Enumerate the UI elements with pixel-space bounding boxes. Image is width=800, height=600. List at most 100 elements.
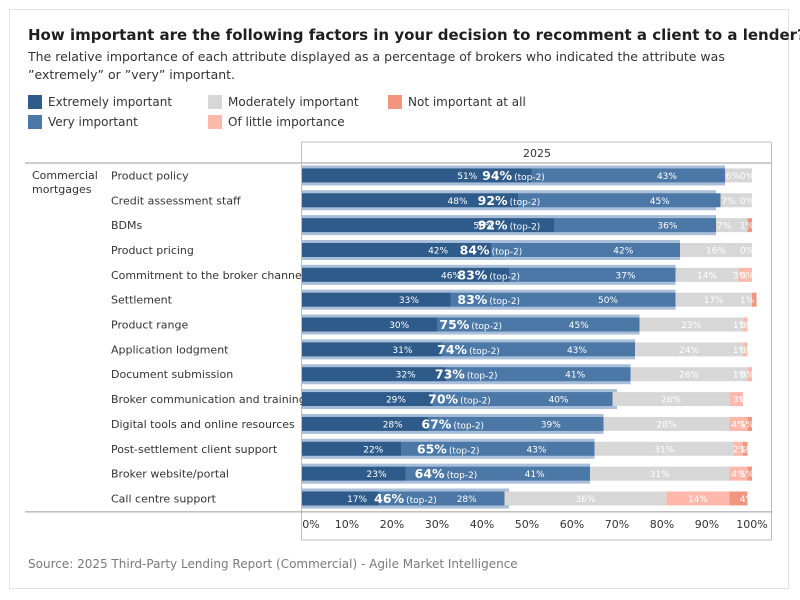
bar-segment-2 <box>378 491 505 506</box>
bar-segment-2 <box>428 416 604 431</box>
segment-label: 0% <box>740 172 755 182</box>
bar-segment-5 <box>747 218 752 233</box>
bar-segment-1 <box>302 267 509 282</box>
segment-label: 1% <box>740 445 755 455</box>
top2-label: 74% (top-2) <box>437 342 500 357</box>
category-label: Post-settlement client support <box>111 443 278 456</box>
top2-suffix: (top-2) <box>514 173 545 183</box>
segment-label: 56% <box>473 222 493 232</box>
segment-label: 24% <box>679 346 699 356</box>
segment-label: 17% <box>704 296 724 306</box>
legend-label-extremely: Extremely important <box>48 95 173 109</box>
bar-segment-2 <box>437 317 640 332</box>
bar-segment-3 <box>630 367 748 382</box>
segment-label: 41% <box>525 470 545 480</box>
segment-label: 17% <box>347 495 367 505</box>
segment-label: 33% <box>399 296 419 306</box>
category-label: Broker communication and training <box>111 393 306 406</box>
segment-label: 29% <box>386 396 406 406</box>
bar-segment-1 <box>302 342 442 357</box>
top2-suffix: (top-2) <box>489 272 520 282</box>
segment-label: 37% <box>616 271 636 281</box>
bar-segment-2 <box>491 242 680 257</box>
chart-frame <box>9 9 789 589</box>
segment-label: 23% <box>367 470 387 480</box>
bar-segment-4 <box>734 441 743 456</box>
bar-segment-3 <box>603 416 730 431</box>
bar-segment-1 <box>302 491 379 506</box>
category-label: Broker website/portal <box>111 468 229 481</box>
bar-segment-5 <box>747 416 752 431</box>
top2-suffix: (top-2) <box>469 347 500 357</box>
bar-segment-2 <box>554 218 716 233</box>
segment-label: 0% <box>740 246 755 256</box>
legend-label-moderately: Moderately important <box>228 95 359 109</box>
bar-segment-2 <box>446 367 631 382</box>
x-tick-label: 20% <box>380 518 404 531</box>
legend-swatch-little <box>208 115 222 129</box>
top2-suffix: (top-2) <box>467 372 498 382</box>
top2-value: 70% <box>428 392 458 407</box>
segment-label: 26% <box>679 371 699 381</box>
segment-label: 23% <box>681 321 701 331</box>
category-label: Settlement <box>111 294 173 307</box>
top2-value: 64% <box>415 466 445 481</box>
top2-value: 94% <box>482 168 512 183</box>
top2-value: 67% <box>421 416 451 431</box>
bar-segment-3 <box>635 342 743 357</box>
segment-label: 6% <box>726 172 741 182</box>
bar-segment-2 <box>405 466 590 481</box>
category-label: Document submission <box>111 368 233 381</box>
segment-label: 1% <box>733 346 748 356</box>
segment-label: 45% <box>650 197 670 207</box>
top2-suffix: (top-2) <box>460 397 491 407</box>
segment-label: 16% <box>706 246 726 256</box>
segment-label: 50% <box>598 296 618 306</box>
bar-segment-1 <box>302 242 491 257</box>
bar-segment-4 <box>738 267 752 282</box>
x-tick-label: 10% <box>335 518 359 531</box>
segment-label: 31% <box>392 346 412 356</box>
category-label: Credit assessment staff <box>111 194 241 207</box>
category-label: Commitment to the broker channel <box>111 269 305 282</box>
x-tick-label: 80% <box>650 518 674 531</box>
top2-value: 73% <box>435 367 465 382</box>
bar-segment-2 <box>531 168 725 183</box>
top2-suffix: (top-2) <box>510 198 541 208</box>
segment-label: 36% <box>657 222 677 232</box>
segment-label: 7% <box>721 197 736 207</box>
legend-label-not: Not important at all <box>408 95 526 109</box>
bar-segment-4 <box>729 416 748 431</box>
segment-label: 14% <box>688 495 708 505</box>
segment-label: 39% <box>541 420 561 430</box>
legend-item-moderately: Moderately important <box>208 94 359 110</box>
bar-segment-1 <box>302 441 401 456</box>
segment-label: 4% <box>740 495 755 505</box>
top2-suffix: (top-2) <box>406 496 437 506</box>
bar-segment-2 <box>509 267 676 282</box>
top2-value: 65% <box>417 441 447 456</box>
bar-segment-3 <box>675 267 739 282</box>
top2-suffix: (top-2) <box>447 471 478 481</box>
bar-segment-4 <box>743 317 748 332</box>
legend-swatch-moderately <box>208 95 222 109</box>
top2-suffix: (top-2) <box>489 297 520 307</box>
segment-label: 1% <box>740 222 755 232</box>
top2-value: 92% <box>478 193 508 208</box>
bar-segment-3 <box>590 466 730 481</box>
legend-item-very: Very important <box>28 114 138 130</box>
top2-label: 73% (top-2) <box>435 367 498 382</box>
bar-segment-1 <box>302 168 532 183</box>
bar-segment-3 <box>504 491 667 506</box>
top2-label: 92% (top-2) <box>478 193 541 208</box>
bar-segment-1 <box>302 367 446 382</box>
legend-swatch-extremely <box>28 95 42 109</box>
category-label: Product pricing <box>111 244 194 257</box>
bar-segment-2 <box>518 193 721 208</box>
segment-label: 31% <box>650 470 670 480</box>
bar-segment-4 <box>747 367 752 382</box>
bar-segment-4 <box>666 491 730 506</box>
top2-label: 75% (top-2) <box>439 317 502 332</box>
x-tick-label: 30% <box>425 518 449 531</box>
row-group-label-line1: Commercial <box>32 169 98 182</box>
